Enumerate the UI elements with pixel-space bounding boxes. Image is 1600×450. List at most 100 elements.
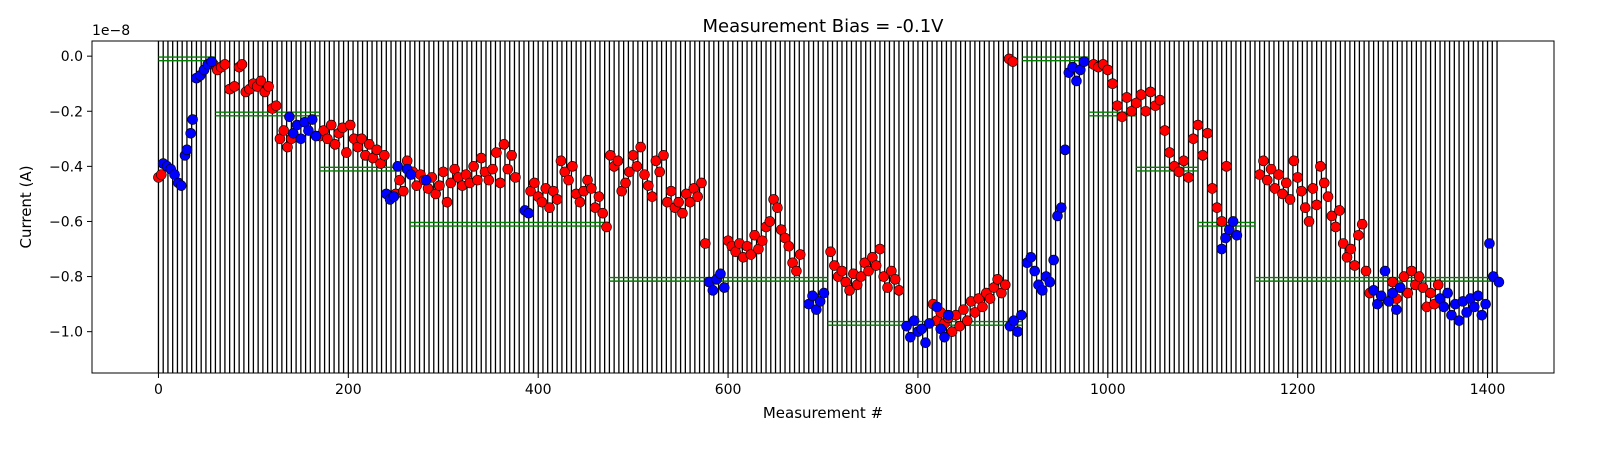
red-point [969,307,981,318]
red-point [411,180,422,191]
red-point [984,293,996,304]
data-points-group [153,53,1505,348]
red-point [1102,64,1114,76]
red-point [958,304,969,315]
red-point [441,196,453,208]
x-tick-label: 1200 [1280,382,1316,398]
red-point [229,81,240,92]
blue-point [185,127,197,139]
red-point [1330,221,1341,233]
red-point [954,320,966,332]
red-point [1135,89,1147,101]
red-point [1121,92,1133,103]
red-point [567,161,578,172]
red-point [487,163,498,175]
blue-point [1391,304,1402,315]
red-point [494,177,506,189]
blue-point [905,331,916,343]
red-point [341,147,352,158]
red-point [677,207,688,219]
red-point [529,177,540,189]
y-tick-label: −0.4 [49,159,83,175]
red-point [684,196,696,208]
blue-point [392,161,403,172]
blue-point [1012,326,1023,337]
blue-point [306,114,318,125]
red-point [1337,238,1349,249]
red-point [650,155,662,167]
red-point [510,172,521,183]
red-point [601,221,612,233]
blue-point [908,315,920,326]
blue-point [1016,309,1027,321]
red-point [749,229,760,241]
x-tick-label: 400 [525,382,552,398]
blue-point [943,309,954,321]
red-point [1221,161,1232,172]
red-point [992,274,1003,285]
x-tick-label: 1000 [1090,382,1126,398]
red-point [325,119,337,131]
red-point [825,246,836,258]
blue-point [175,180,187,191]
red-point [1007,56,1019,67]
blue-point [901,320,912,332]
red-point [1154,94,1166,106]
red-point [977,301,988,313]
red-point [1206,183,1218,194]
blue-point [1227,216,1239,227]
red-point [483,174,495,186]
blue-point [707,285,719,296]
red-point [1284,194,1296,205]
blue-point [1037,285,1048,296]
red-point [329,139,341,150]
red-point [398,185,409,197]
red-point [394,174,405,186]
red-point [1116,111,1128,123]
red-point [1145,86,1156,98]
blue-point [1071,75,1082,87]
red-point [745,249,757,260]
red-point [794,249,806,260]
red-point [589,202,601,213]
red-point [1173,166,1185,178]
red-point [696,177,707,189]
red-point [1187,133,1199,145]
red-point [356,133,367,145]
red-point [263,81,274,92]
red-point [829,260,840,271]
red-point [791,265,802,277]
red-point [620,177,631,189]
red-point [491,147,502,158]
red-point [1111,100,1123,112]
red-point [1387,276,1398,288]
red-point [1126,105,1137,117]
plot-frame [91,40,1555,374]
red-point [371,144,383,156]
red-point [893,285,905,296]
red-point [612,155,624,167]
red-point [363,139,375,150]
red-point [322,133,333,145]
red-point [1178,155,1190,167]
blue-point [187,114,198,125]
blue-point [920,337,931,348]
red-point [1345,243,1357,255]
red-point [1258,155,1269,167]
red-point [1159,125,1171,136]
red-point [878,271,890,282]
blue-point [1453,315,1465,326]
blue-point [916,323,928,335]
red-point [236,59,248,70]
red-point [627,150,639,161]
red-point [1402,287,1414,299]
red-point [555,155,567,167]
x-tick-label: 1400 [1470,382,1506,398]
red-point [1315,161,1326,172]
red-point [1417,282,1429,293]
red-point [544,202,555,213]
red-point [692,191,703,202]
red-point [665,185,677,197]
blue-point [1055,202,1067,213]
red-point [1299,202,1311,213]
